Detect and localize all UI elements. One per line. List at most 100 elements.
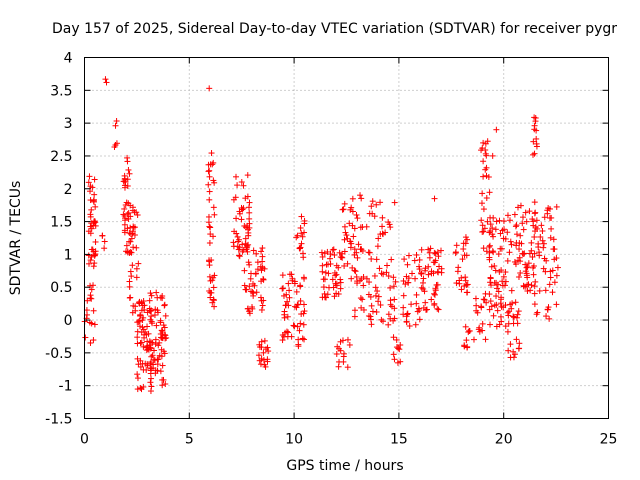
data-point [246, 261, 253, 268]
data-point [134, 371, 141, 378]
data-point [387, 297, 394, 304]
data-point [250, 247, 257, 254]
data-point [137, 385, 144, 392]
data-point [125, 166, 132, 173]
data-point [463, 282, 470, 289]
data-point [319, 268, 326, 275]
data-point [522, 268, 529, 275]
data-point [416, 266, 423, 273]
data-point [147, 308, 154, 315]
data-point [486, 243, 493, 250]
data-point [238, 216, 245, 223]
data-point [504, 212, 511, 219]
x-tick-label: 20 [495, 432, 513, 448]
data-point [137, 312, 144, 319]
data-point [520, 226, 527, 233]
x-tick-label: 25 [600, 432, 618, 448]
data-point [486, 189, 493, 196]
data-point [84, 297, 91, 304]
data-point [206, 239, 213, 246]
data-point [138, 299, 145, 306]
data-point [324, 261, 331, 268]
data-point [417, 269, 424, 276]
data-point [404, 261, 411, 268]
data-point [334, 343, 341, 350]
data-point [554, 264, 561, 271]
data-point [139, 317, 146, 324]
data-point [453, 280, 460, 287]
data-point [392, 278, 399, 285]
data-point [293, 288, 300, 295]
y-tick-label: 2.5 [50, 149, 72, 165]
data-point [90, 263, 97, 270]
data-point [431, 195, 438, 202]
data-point [242, 235, 249, 242]
data-point [533, 135, 540, 142]
data-point [86, 173, 93, 180]
data-point [531, 199, 538, 206]
data-point [294, 323, 301, 330]
data-point [151, 312, 158, 319]
data-point [491, 302, 498, 309]
data-point [525, 260, 532, 267]
data-point [150, 356, 157, 363]
x-tick-labels: 0 5 10 15 20 25 [80, 432, 617, 448]
data-point [400, 304, 407, 311]
data-point [153, 289, 160, 296]
chart-title: Day 157 of 2025, Sidereal Day-to-day VTE… [52, 21, 617, 37]
data-point [330, 246, 337, 253]
data-point [494, 307, 501, 314]
data-point [143, 331, 150, 338]
data-point [531, 233, 538, 240]
data-point [505, 320, 512, 327]
data-point [87, 292, 94, 299]
y-tick-label: 4 [64, 51, 73, 67]
data-point [431, 290, 438, 297]
data-point [88, 286, 95, 293]
data-point [387, 284, 394, 291]
data-point [532, 209, 539, 216]
data-point [87, 213, 94, 220]
data-point [349, 222, 356, 229]
data-point [461, 252, 468, 259]
data-point [261, 337, 268, 344]
data-point [358, 304, 365, 311]
data-point [206, 273, 213, 280]
data-point [394, 359, 401, 366]
data-point [369, 308, 376, 315]
data-point [148, 383, 155, 390]
data-point [357, 192, 364, 199]
data-point [134, 212, 141, 219]
data-point [535, 240, 542, 247]
data-point [154, 307, 161, 314]
data-point [346, 220, 353, 227]
data-point [547, 205, 554, 212]
data-point [297, 320, 304, 327]
data-point [332, 280, 339, 287]
data-point [297, 283, 304, 290]
data-point [144, 323, 151, 330]
data-point [489, 225, 496, 232]
data-point [495, 288, 502, 295]
data-point [493, 293, 500, 300]
data-point [461, 343, 468, 350]
data-point [438, 269, 445, 276]
data-point [413, 251, 420, 258]
data-point [327, 255, 334, 262]
data-point [156, 339, 163, 346]
data-point [352, 268, 359, 275]
data-point [480, 158, 487, 165]
data-point [537, 233, 544, 240]
data-point [300, 321, 307, 328]
data-point [140, 366, 147, 373]
data-point [422, 267, 429, 274]
data-point [498, 245, 505, 252]
data-point [511, 258, 518, 265]
data-point [540, 244, 547, 251]
data-point [206, 167, 213, 174]
data-point [375, 298, 382, 305]
data-point [241, 282, 248, 289]
data-point [484, 218, 491, 225]
data-point [159, 295, 166, 302]
data-point [254, 259, 261, 266]
